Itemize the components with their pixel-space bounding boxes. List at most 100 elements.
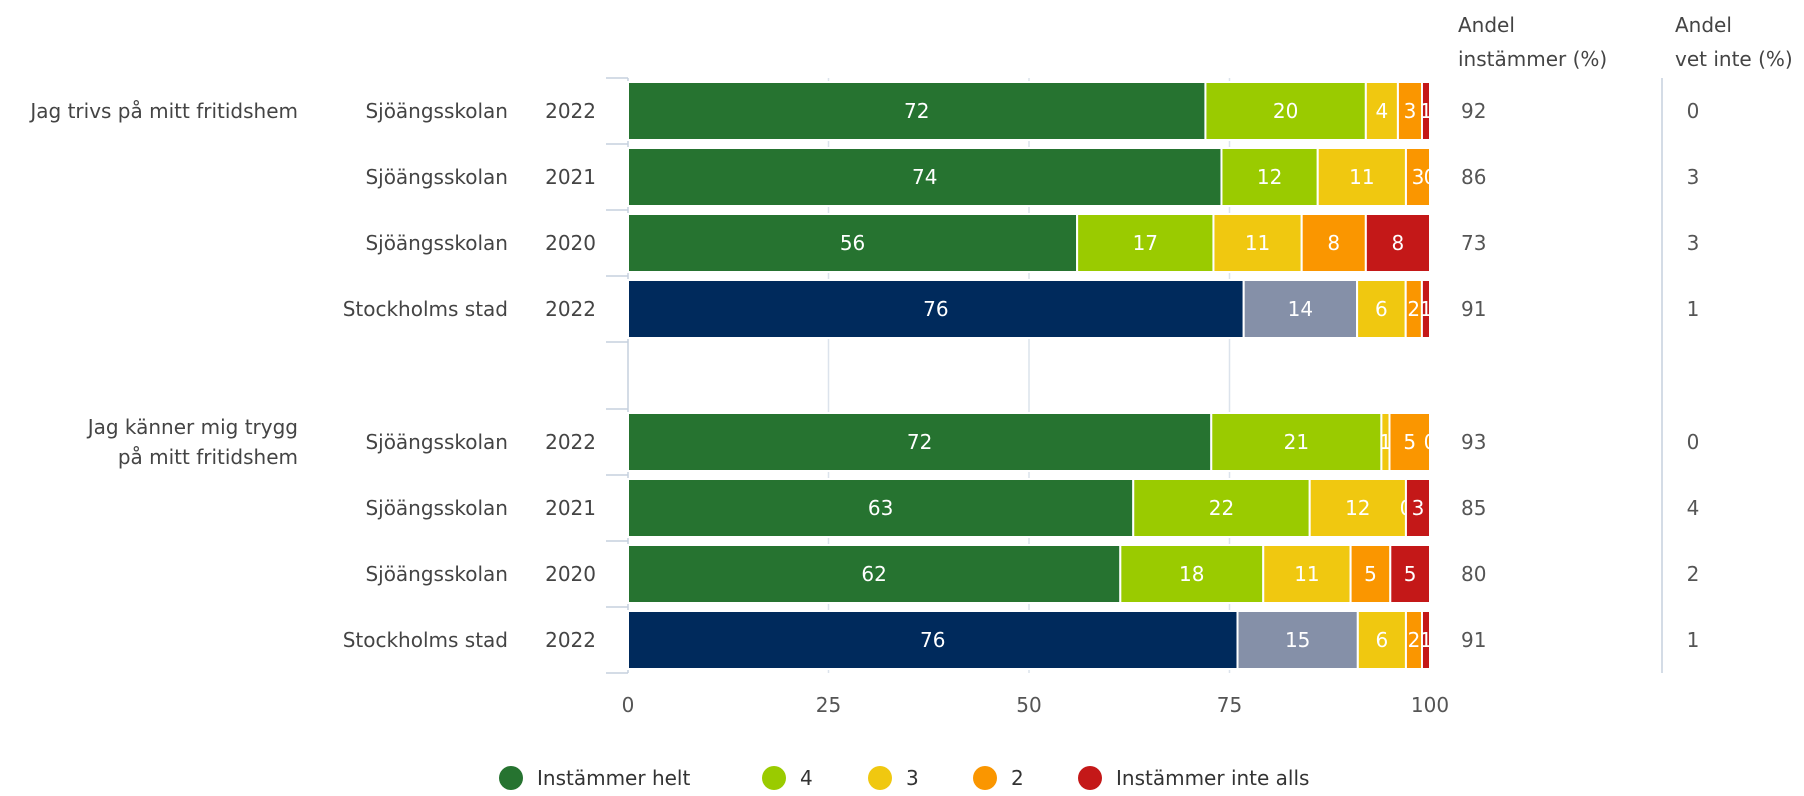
column-header-instammer: Andel	[1458, 13, 1515, 37]
legend-label-2: 3	[906, 766, 919, 790]
bar-value-label: 1	[1420, 628, 1433, 652]
row-unit-label: Sjöängsskolan	[365, 231, 508, 255]
bar-segment	[627, 147, 1223, 207]
column-header-vet-inte: vet inte (%)	[1675, 47, 1793, 71]
bar-value-label: 17	[1133, 231, 1158, 255]
bar-segment	[1404, 478, 1431, 538]
bar-value-label: 5	[1404, 562, 1417, 586]
bar-value-label: 11	[1294, 562, 1319, 586]
row-unit-label: Sjöängsskolan	[365, 165, 508, 189]
andel-vet-inte-value: 3	[1687, 165, 1700, 189]
andel-instammer-value: 93	[1461, 430, 1486, 454]
bar-segment	[1316, 147, 1407, 207]
bar-segment	[1364, 81, 1399, 141]
bar-value-label: 15	[1285, 628, 1310, 652]
andel-vet-inte-value: 2	[1687, 562, 1700, 586]
bar-value-label: 0	[1424, 165, 1437, 189]
bar-value-label: 2	[1407, 297, 1420, 321]
row-unit-label: Sjöängsskolan	[365, 562, 508, 586]
x-tick-label: 25	[816, 693, 841, 717]
bar-value-label: 62	[861, 562, 886, 586]
bar-value-label: 3	[1412, 496, 1425, 520]
andel-instammer-value: 80	[1461, 562, 1486, 586]
bar-segment	[1364, 213, 1431, 273]
bar-segment	[1356, 279, 1407, 339]
bar-value-label: 76	[923, 297, 948, 321]
bar-value-label: 11	[1245, 231, 1270, 255]
bar-segment	[1220, 147, 1319, 207]
bar-segment	[1420, 610, 1431, 670]
legend-swatch-3	[973, 766, 997, 790]
bar-value-label: 74	[912, 165, 937, 189]
legend-label-4: Instämmer inte alls	[1116, 766, 1309, 790]
bar-value-label: 5	[1403, 430, 1416, 454]
legend-label-1: 4	[800, 766, 813, 790]
question-label: Jag känner mig trygg	[86, 415, 298, 439]
x-tick-label: 100	[1411, 693, 1449, 717]
bar-segment	[1236, 610, 1359, 670]
bar-value-label: 20	[1273, 99, 1298, 123]
x-tick-label: 50	[1016, 693, 1041, 717]
row-year-label: 2020	[545, 231, 596, 255]
bar-segment	[1132, 478, 1311, 538]
andel-instammer-value: 73	[1461, 231, 1486, 255]
bar-segment	[1212, 213, 1303, 273]
legend-swatch-1	[762, 766, 786, 790]
x-tick-label: 0	[622, 693, 635, 717]
bar-value-label: 21	[1284, 430, 1309, 454]
bar-segment	[627, 279, 1245, 339]
bar-value-label: 63	[868, 496, 893, 520]
bar-segment	[1404, 147, 1431, 207]
bar-value-label: 22	[1209, 496, 1234, 520]
andel-instammer-value: 85	[1461, 496, 1486, 520]
row-unit-label: Sjöängsskolan	[365, 496, 508, 520]
bar-value-label: 11	[1349, 165, 1374, 189]
column-header-vet-inte: Andel	[1675, 13, 1732, 37]
row-year-label: 2020	[545, 562, 596, 586]
bar-value-label: 3	[1412, 165, 1425, 189]
andel-vet-inte-value: 4	[1687, 496, 1700, 520]
bar-segment	[1396, 81, 1423, 141]
andel-vet-inte-value: 0	[1687, 99, 1700, 123]
andel-instammer-value: 91	[1461, 628, 1486, 652]
bar-segment	[1300, 213, 1367, 273]
legend-swatch-0	[499, 766, 523, 790]
question-label: på mitt fritidshem	[118, 445, 298, 469]
bar-value-label: 1	[1420, 297, 1433, 321]
bar-value-label: 4	[1376, 99, 1389, 123]
andel-instammer-value: 91	[1461, 297, 1486, 321]
andel-vet-inte-value: 3	[1687, 231, 1700, 255]
row-year-label: 2021	[545, 165, 596, 189]
andel-instammer-value: 92	[1461, 99, 1486, 123]
row-year-label: 2022	[545, 628, 596, 652]
bar-value-label: 0	[1424, 430, 1437, 454]
bar-value-label: 8	[1327, 231, 1340, 255]
row-year-label: 2022	[545, 99, 596, 123]
bar-segment	[1242, 279, 1359, 339]
bar-value-label: 72	[907, 430, 932, 454]
bar-segment	[627, 478, 1135, 538]
legend-swatch-2	[868, 766, 892, 790]
bar-segment	[1389, 544, 1431, 604]
bar-value-label: 2	[1408, 628, 1421, 652]
bar-value-label: 6	[1376, 628, 1389, 652]
bar-segment	[1388, 412, 1432, 472]
bar-segment	[1420, 81, 1431, 141]
row-unit-label: Sjöängsskolan	[365, 430, 508, 454]
column-header-instammer: instämmer (%)	[1458, 47, 1607, 71]
question-label: Jag trivs på mitt fritidshem	[28, 99, 298, 123]
bar-value-label: 18	[1179, 562, 1204, 586]
bar-segment	[627, 412, 1213, 472]
andel-vet-inte-value: 1	[1687, 297, 1700, 321]
bar-value-label: 56	[840, 231, 865, 255]
bar-value-label: 6	[1375, 297, 1388, 321]
bar-segment	[1420, 279, 1432, 339]
bar-segment	[627, 81, 1207, 141]
bar-value-label: 72	[904, 99, 929, 123]
row-year-label: 2021	[545, 496, 596, 520]
bar-segment	[627, 544, 1122, 604]
legend-label-0: Instämmer helt	[537, 766, 690, 790]
bar-value-label: 5	[1364, 562, 1377, 586]
